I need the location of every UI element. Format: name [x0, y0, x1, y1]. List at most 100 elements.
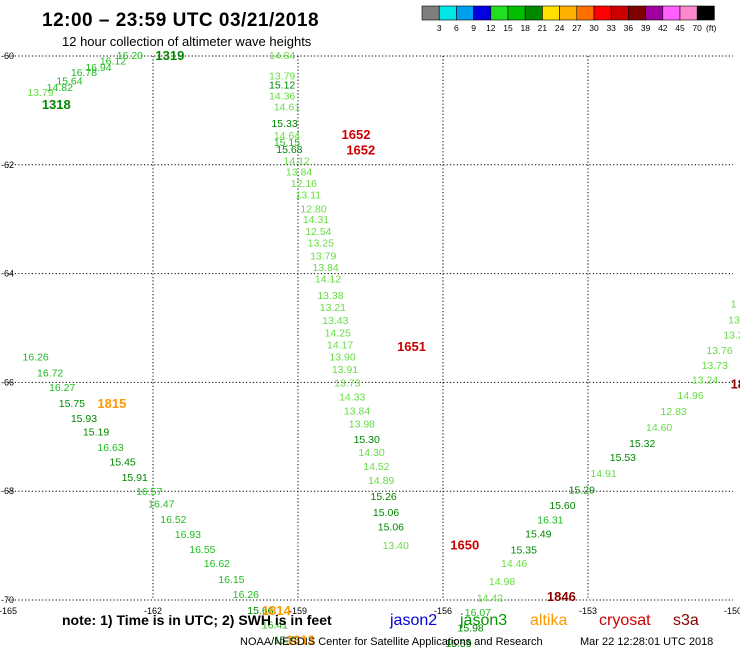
swh-label: 14.98	[489, 576, 515, 588]
time-label: 1650	[450, 538, 479, 553]
swh-label: 16.47	[148, 499, 174, 511]
swh-label: 13.79	[269, 71, 295, 83]
satellite-label-altika: altika	[530, 612, 567, 629]
swh-label: 15.91	[122, 472, 148, 484]
swh-label: 14.46	[501, 558, 527, 570]
satellite-label-jason2: jason2	[389, 612, 437, 629]
footer-credit: NOAA/NESDIS Center for Satellite Applica…	[240, 636, 543, 648]
scale-swatch	[679, 5, 698, 21]
swh-label: 13.73	[702, 360, 728, 372]
swh-label: 14.12	[315, 273, 341, 285]
scale-tick-label: 70	[692, 23, 702, 33]
time-label: 1652	[342, 127, 371, 142]
swh-label: 16.63	[97, 442, 123, 454]
scale-unit-label: (ft)	[706, 23, 717, 33]
scale-swatch	[524, 5, 543, 21]
scale-tick-label: 24	[555, 23, 565, 33]
swh-label: 14.31	[303, 214, 329, 226]
time-label: 1651	[397, 339, 426, 354]
swh-label: 14.25	[325, 327, 351, 339]
swh-label: 15.15	[274, 137, 300, 149]
swh-label: 13.38	[317, 290, 343, 302]
swh-label: 16.41	[262, 619, 288, 631]
swh-label: 13.40	[383, 540, 409, 552]
scale-swatch	[628, 5, 646, 21]
swh-label: 14.17	[327, 339, 353, 351]
scale-tick-label: 33	[606, 23, 616, 33]
scale-tick-label: 45	[675, 23, 685, 33]
plot-grid: -165 -162 -159 -156 -153 -150 -60 -62 -64 -66 -68 -…	[0, 51, 740, 616]
time-label: 1846	[547, 589, 576, 604]
scale-swatch	[662, 5, 681, 21]
y-tick-label: -64	[1, 269, 14, 279]
y-tick-label: -66	[1, 377, 14, 387]
x-tick-label: -162	[144, 606, 162, 616]
time-label: 1814	[262, 603, 292, 618]
swh-label: 14.64	[274, 130, 300, 142]
swh-label: 15.75	[59, 398, 85, 410]
swh-label: 14.30	[358, 447, 384, 459]
time-label: 184	[731, 376, 740, 391]
scale-tick-label: 9	[471, 23, 476, 33]
swh-label: 15.30	[354, 434, 380, 446]
swh-label: 13.21	[320, 302, 346, 314]
scale-swatch	[456, 5, 474, 21]
swh-label: 16.72	[37, 368, 63, 380]
swh-label: 15.26	[371, 491, 397, 503]
x-tick-label: -159	[289, 606, 307, 616]
swh-label: 15.66	[247, 605, 273, 617]
swh-label: 13.84	[344, 406, 370, 418]
swh-label: 15.53	[610, 452, 636, 464]
swh-label: 13.91	[332, 364, 358, 376]
swh-label: 16.55	[189, 544, 215, 556]
swh-label: 15.19	[83, 426, 109, 438]
swh-label: 15.49	[525, 529, 551, 541]
scale-swatch	[507, 5, 526, 21]
swh-label: 15.59	[445, 638, 471, 650]
swh-label: 13.84	[286, 166, 312, 178]
swh-label: 13.73	[334, 377, 360, 389]
color-scale-legend: 3 6 9 12 15 18 21 24 27 30 33 36 39 42 45 70 (ft)	[421, 5, 717, 33]
swh-label: 13.79	[27, 87, 53, 99]
swh-label: 13.76	[706, 345, 732, 357]
time-label: 1319	[155, 48, 184, 63]
swh-label: 14.33	[339, 392, 365, 404]
scale-swatch	[610, 5, 629, 21]
scale-tick-label: 27	[572, 23, 582, 33]
swh-label: 15.06	[373, 507, 399, 519]
swh-label: 14.96	[677, 390, 703, 402]
y-tick-label: -70	[1, 595, 14, 605]
swh-label: 13.25	[308, 238, 334, 250]
satellite-label-s3a: s3a	[673, 612, 699, 629]
swh-label: 16.20	[117, 50, 143, 62]
swh-label: 14.84	[269, 50, 295, 62]
swh-label: 13.90	[329, 351, 355, 363]
x-tick-label: -153	[579, 606, 597, 616]
swh-label: 14.36	[269, 91, 295, 103]
time-label: 1815	[97, 396, 126, 411]
swh-label: 15.68	[276, 144, 302, 156]
scale-swatch	[438, 5, 457, 21]
y-tick-label: -68	[1, 486, 14, 496]
swh-label: 15.98	[458, 623, 484, 635]
swh-label: 12.54	[305, 226, 331, 238]
swh-label: 16.93	[175, 529, 201, 541]
swh-label: 1	[731, 299, 737, 311]
satellite-label-cryosat: cryosat	[599, 612, 651, 629]
scale-tick-label: 3	[437, 23, 442, 33]
swh-label: 14.52	[363, 461, 389, 473]
swh-label: 13.43	[322, 315, 348, 327]
swh-label: 16.26	[23, 351, 49, 363]
swh-label: 15.06	[378, 522, 404, 534]
scale-swatch	[576, 5, 595, 21]
swh-label: 15.45	[110, 456, 136, 468]
swh-label: 15.35	[511, 544, 537, 556]
swh-label: 13.11	[296, 190, 322, 202]
scale-swatch	[645, 5, 664, 21]
swh-label: 14.12	[284, 155, 310, 167]
scale-tick-label: 39	[641, 23, 651, 33]
chart-title: 12:00 – 23:59 UTC 03/21/2018	[42, 10, 319, 31]
satellite-legend: jason2 jason3 altika cryosat s3a	[389, 612, 699, 629]
swh-label: 12.16	[291, 178, 317, 190]
swh-label: 16.52	[160, 514, 186, 526]
